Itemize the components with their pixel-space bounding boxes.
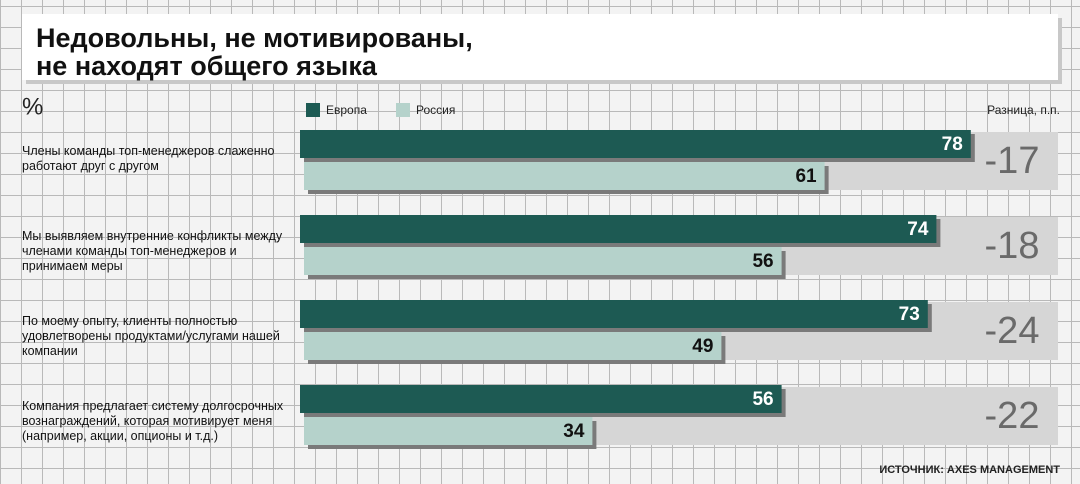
unit-label: % [22, 93, 43, 120]
value-label: 49 [692, 336, 713, 357]
bar [300, 385, 782, 413]
bar [304, 332, 722, 360]
bar [300, 215, 937, 243]
value-label: 56 [752, 389, 773, 410]
value-label: 34 [563, 421, 585, 442]
category-label: По моему опыту, клиенты полностью удовле… [22, 314, 280, 358]
legend-swatch [306, 103, 320, 117]
difference-value: -18 [985, 225, 1040, 267]
category-label: Члены команды топ-менеджеров слаженно ра… [22, 144, 275, 173]
legend-label: Европа [326, 103, 367, 117]
value-label: 56 [752, 251, 773, 272]
category-label: Компания предлагает систему долгосрочных… [22, 399, 284, 443]
bar [300, 300, 928, 328]
difference-header: Разница, п.п. [987, 103, 1060, 117]
value-label: 78 [942, 134, 963, 155]
bar [304, 162, 825, 190]
difference-value: -17 [985, 140, 1040, 182]
category-label: Мы выявляем внутренние конфликты между ч… [22, 229, 283, 273]
legend-swatch [396, 103, 410, 117]
bar [300, 130, 971, 158]
bar [304, 247, 782, 275]
legend-label: Россия [416, 103, 455, 117]
chart-title: не находят общего языка [36, 51, 378, 81]
bar [304, 417, 593, 445]
value-label: 74 [907, 219, 929, 240]
chart-title: Недовольны, не мотивированы, [36, 23, 473, 53]
value-label: 61 [795, 166, 817, 187]
source: ИСТОЧНИК: AXES MANAGEMENT [879, 464, 1060, 476]
value-label: 73 [899, 304, 920, 325]
difference-value: -22 [985, 395, 1040, 437]
difference-value: -24 [985, 310, 1040, 352]
title-box [22, 14, 1058, 80]
